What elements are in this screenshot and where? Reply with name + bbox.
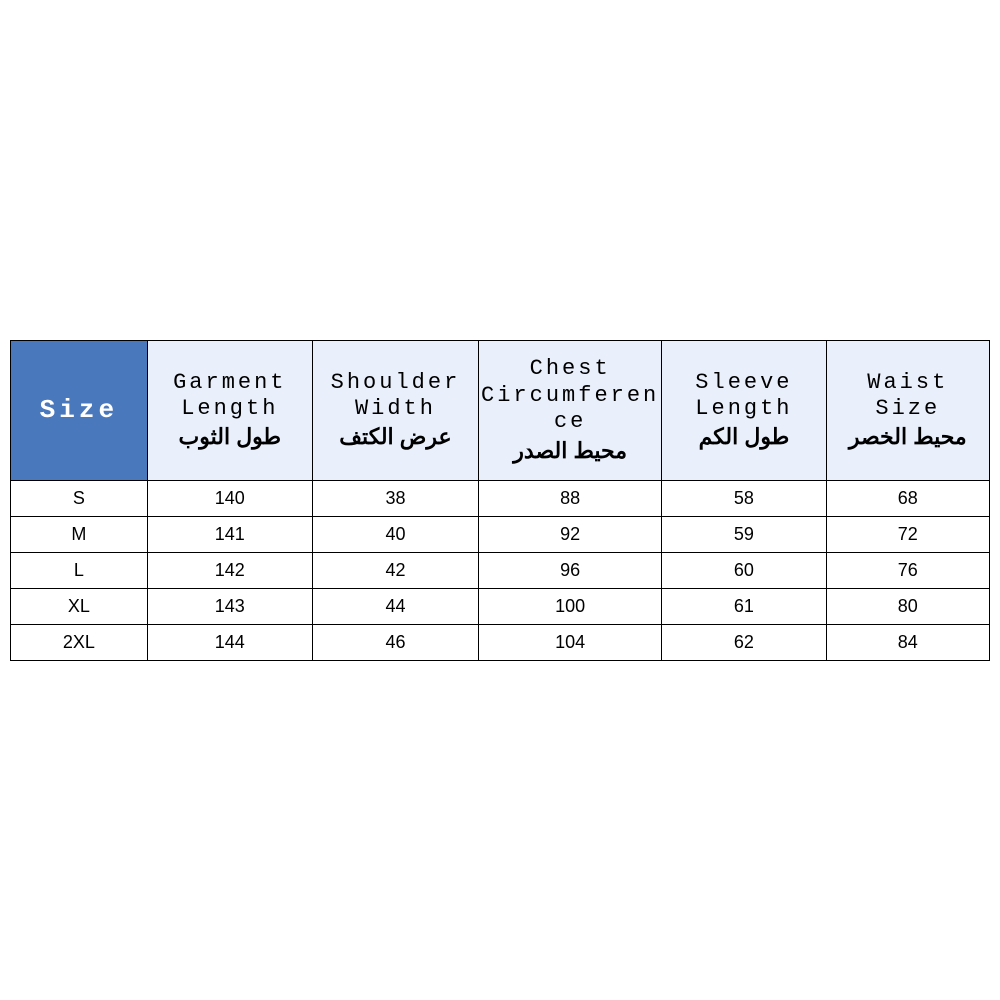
cell-size: M	[11, 516, 148, 552]
header-waist-size: Waist Size محيط الخصر	[826, 340, 989, 480]
cell-size: S	[11, 480, 148, 516]
header-size: Size	[11, 340, 148, 480]
table-row: XL 143 44 100 61 80	[11, 588, 990, 624]
table-row: S 140 38 88 58 68	[11, 480, 990, 516]
cell-value: 59	[662, 516, 826, 552]
cell-value: 141	[147, 516, 312, 552]
table-row: 2XL 144 46 104 62 84	[11, 624, 990, 660]
cell-value: 40	[312, 516, 478, 552]
cell-value: 72	[826, 516, 989, 552]
header-size-label: Size	[40, 395, 118, 425]
cell-value: 140	[147, 480, 312, 516]
cell-value: 76	[826, 552, 989, 588]
table-body: S 140 38 88 58 68 M 141 40 92 59 72 L 14…	[11, 480, 990, 660]
header-shoulder-width-en: Shoulder Width	[315, 370, 476, 423]
cell-value: 143	[147, 588, 312, 624]
cell-value: 38	[312, 480, 478, 516]
cell-value: 61	[662, 588, 826, 624]
cell-value: 92	[479, 516, 662, 552]
cell-value: 142	[147, 552, 312, 588]
cell-value: 80	[826, 588, 989, 624]
size-chart-table: Size Garment Length طول الثوب Shoulder W…	[10, 340, 990, 661]
page-container: Size Garment Length طول الثوب Shoulder W…	[0, 0, 1000, 1000]
cell-value: 60	[662, 552, 826, 588]
cell-value: 88	[479, 480, 662, 516]
cell-value: 84	[826, 624, 989, 660]
header-waist-size-ar: محيط الخصر	[829, 424, 987, 450]
header-garment-length-en: Garment Length	[150, 370, 310, 423]
header-chest-circ: Chest Circumferen ce محيط الصدر	[479, 340, 662, 480]
header-chest-circ-en: Chest Circumferen ce	[481, 356, 659, 435]
header-sleeve-length-en: Sleeve Length	[664, 370, 823, 423]
header-sleeve-length-ar: طول الكم	[664, 424, 823, 450]
table-row: M 141 40 92 59 72	[11, 516, 990, 552]
header-garment-length: Garment Length طول الثوب	[147, 340, 312, 480]
cell-value: 144	[147, 624, 312, 660]
header-sleeve-length: Sleeve Length طول الكم	[662, 340, 826, 480]
table-row: L 142 42 96 60 76	[11, 552, 990, 588]
header-garment-length-ar: طول الثوب	[150, 424, 310, 450]
cell-value: 100	[479, 588, 662, 624]
cell-value: 44	[312, 588, 478, 624]
cell-value: 68	[826, 480, 989, 516]
header-shoulder-width: Shoulder Width عرض الكتف	[312, 340, 478, 480]
header-shoulder-width-ar: عرض الكتف	[315, 424, 476, 450]
table-header: Size Garment Length طول الثوب Shoulder W…	[11, 340, 990, 480]
cell-value: 42	[312, 552, 478, 588]
cell-value: 96	[479, 552, 662, 588]
cell-value: 46	[312, 624, 478, 660]
cell-size: L	[11, 552, 148, 588]
header-row: Size Garment Length طول الثوب Shoulder W…	[11, 340, 990, 480]
cell-value: 104	[479, 624, 662, 660]
cell-value: 62	[662, 624, 826, 660]
header-waist-size-en: Waist Size	[829, 370, 987, 423]
cell-value: 58	[662, 480, 826, 516]
header-chest-circ-ar: محيط الصدر	[481, 438, 659, 464]
cell-size: XL	[11, 588, 148, 624]
cell-size: 2XL	[11, 624, 148, 660]
